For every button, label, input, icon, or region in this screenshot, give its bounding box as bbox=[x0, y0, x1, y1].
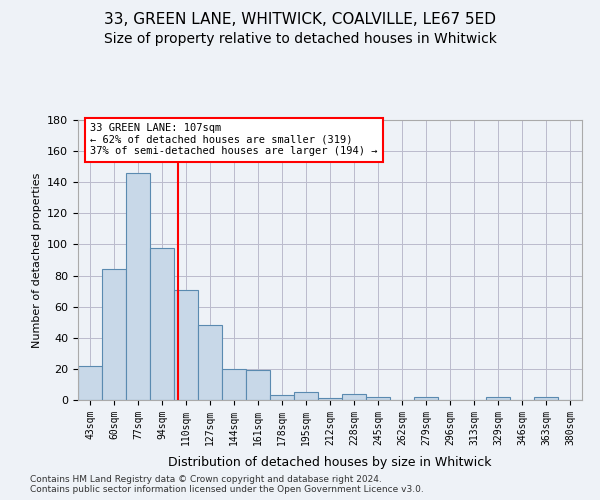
Bar bbox=[198, 326, 222, 400]
Text: Contains HM Land Registry data © Crown copyright and database right 2024.
Contai: Contains HM Land Registry data © Crown c… bbox=[30, 475, 424, 494]
X-axis label: Distribution of detached houses by size in Whitwick: Distribution of detached houses by size … bbox=[168, 456, 492, 469]
Bar bbox=[270, 396, 294, 400]
Bar bbox=[126, 173, 150, 400]
Bar bbox=[246, 370, 270, 400]
Bar bbox=[78, 366, 102, 400]
Bar bbox=[222, 369, 246, 400]
Bar bbox=[534, 397, 558, 400]
Text: 33, GREEN LANE, WHITWICK, COALVILLE, LE67 5ED: 33, GREEN LANE, WHITWICK, COALVILLE, LE6… bbox=[104, 12, 496, 28]
Text: 33 GREEN LANE: 107sqm
← 62% of detached houses are smaller (319)
37% of semi-det: 33 GREEN LANE: 107sqm ← 62% of detached … bbox=[91, 123, 378, 156]
Bar bbox=[486, 397, 510, 400]
Bar bbox=[150, 248, 174, 400]
Bar bbox=[318, 398, 342, 400]
Bar bbox=[174, 290, 198, 400]
Bar bbox=[342, 394, 366, 400]
Text: Size of property relative to detached houses in Whitwick: Size of property relative to detached ho… bbox=[104, 32, 496, 46]
Bar bbox=[294, 392, 318, 400]
Bar bbox=[102, 270, 126, 400]
Y-axis label: Number of detached properties: Number of detached properties bbox=[32, 172, 41, 348]
Bar bbox=[366, 397, 390, 400]
Bar bbox=[414, 397, 438, 400]
